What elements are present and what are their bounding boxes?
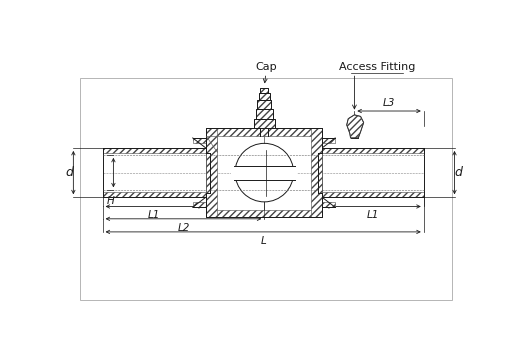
Bar	[253, 119, 275, 128]
Text: Access Fitting: Access Fitting	[338, 62, 415, 72]
Bar	[256, 109, 273, 119]
Bar	[351, 136, 358, 138]
Polygon shape	[347, 115, 364, 138]
Text: L: L	[260, 236, 266, 246]
Bar	[261, 128, 268, 136]
Text: d: d	[454, 166, 462, 179]
Bar	[261, 88, 268, 92]
Text: H: H	[107, 196, 114, 206]
Bar	[322, 192, 424, 197]
Bar	[322, 138, 335, 143]
Text: L1: L1	[148, 210, 160, 220]
Bar	[259, 92, 270, 100]
Text: d: d	[65, 166, 74, 179]
Text: L2: L2	[177, 223, 190, 233]
Bar	[102, 192, 206, 197]
Bar	[322, 148, 424, 153]
Polygon shape	[206, 136, 217, 152]
Bar	[193, 202, 206, 207]
Bar	[261, 88, 268, 92]
Bar	[206, 128, 322, 217]
Bar	[322, 202, 335, 207]
Bar	[206, 210, 322, 217]
Text: L1: L1	[367, 210, 379, 220]
Bar	[253, 119, 275, 128]
Text: L3: L3	[383, 98, 395, 108]
Bar	[256, 109, 273, 119]
Bar	[258, 100, 271, 109]
Bar	[102, 148, 206, 153]
Bar	[318, 153, 322, 193]
Bar	[351, 136, 358, 138]
Bar	[259, 92, 270, 100]
Circle shape	[235, 143, 294, 202]
Text: D: D	[272, 167, 280, 178]
Bar	[206, 153, 210, 193]
Bar	[231, 166, 298, 179]
Bar	[311, 128, 322, 217]
Bar	[258, 100, 271, 109]
Bar	[79, 78, 452, 299]
Bar	[193, 138, 206, 143]
Bar	[206, 128, 322, 136]
Bar	[206, 128, 217, 217]
Text: Cap: Cap	[255, 62, 277, 72]
